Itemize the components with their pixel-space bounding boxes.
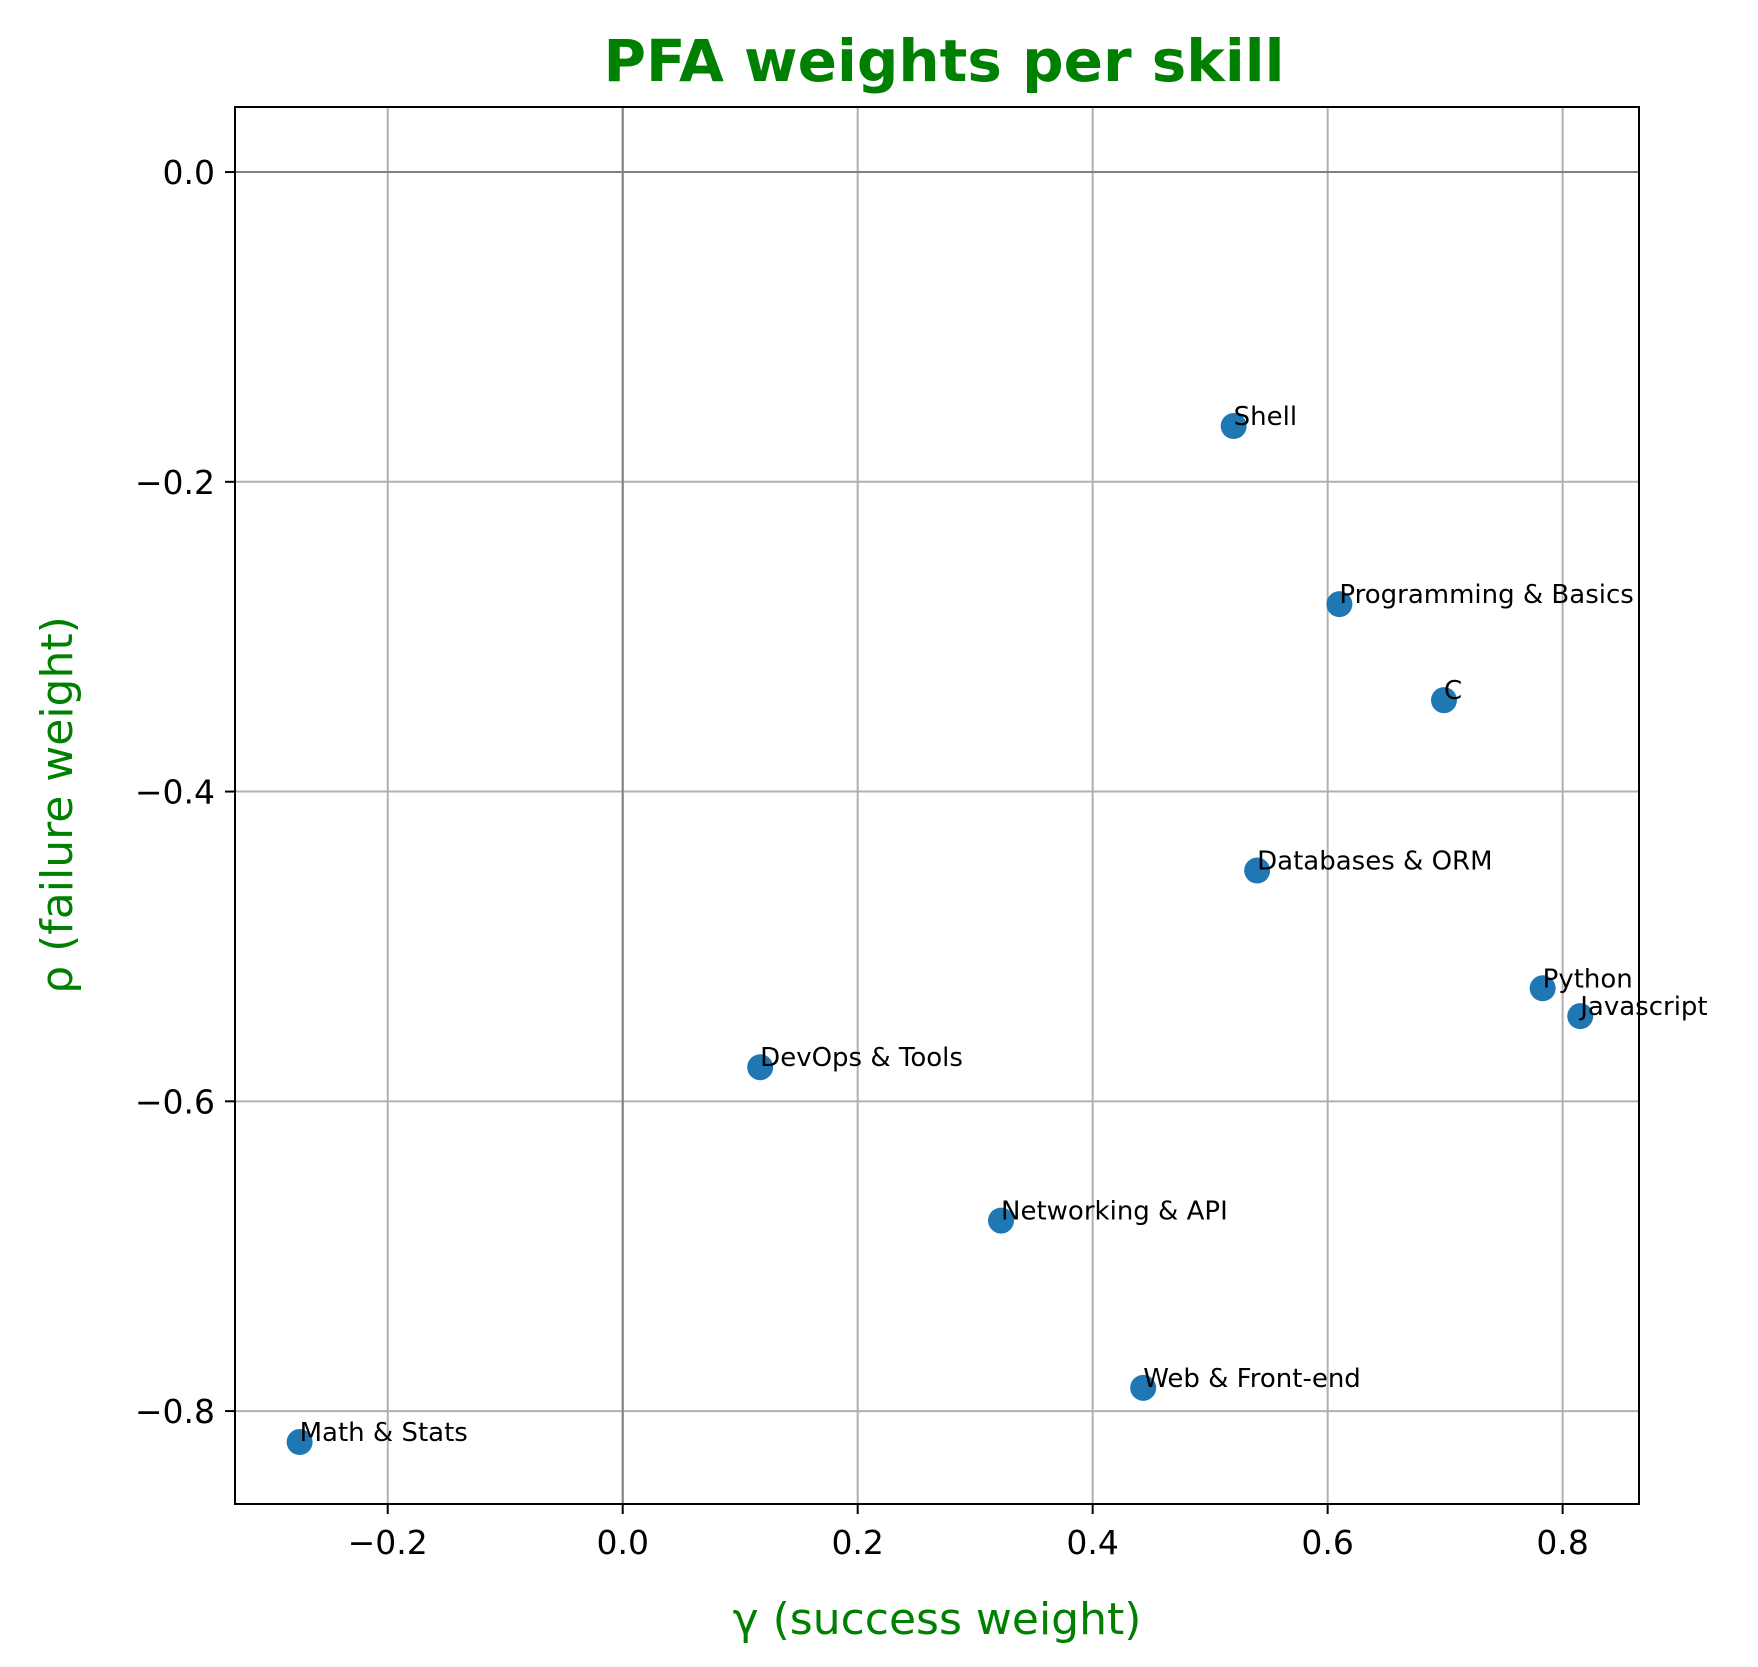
data-point — [747, 1054, 774, 1081]
data-point — [988, 1207, 1015, 1234]
data-point-label: Networking & API — [1001, 1197, 1228, 1227]
y-axis-label: ρ (failure weight) — [32, 616, 83, 994]
data-point-label: Web & Front-end — [1143, 1364, 1361, 1394]
data-point — [286, 1429, 313, 1456]
ticks-layer: −0.2 0.0 0.2 0.4 0.6 0.8 0.0 −0.2 −0.4 −0.6 −0.8 — [135, 153, 1589, 1562]
y-tick-label: −0.2 — [135, 463, 215, 502]
chart-title: PFA weights per skill — [604, 27, 1285, 95]
y-tick-label: 0.0 — [163, 153, 215, 192]
data-point — [1567, 1003, 1594, 1030]
y-tick-label: −0.6 — [135, 1082, 215, 1121]
x-tick-label: 0.8 — [1536, 1523, 1588, 1562]
data-point — [1529, 975, 1556, 1002]
x-tick-label: 0.0 — [596, 1523, 648, 1562]
data-point — [1220, 413, 1247, 440]
data-point-label: Javascript — [1578, 992, 1707, 1022]
plot-frame — [234, 106, 1640, 1505]
data-point-label: Python — [1543, 964, 1633, 994]
y-tick-label: −0.8 — [135, 1392, 215, 1431]
data-point-label: DevOps & Tools — [760, 1043, 963, 1073]
x-tick-label: 0.4 — [1066, 1523, 1118, 1562]
data-point — [1326, 591, 1353, 618]
x-tick-label: 0.6 — [1301, 1523, 1353, 1562]
data-point — [1430, 687, 1457, 714]
x-tick-label: 0.2 — [831, 1523, 883, 1562]
data-point — [1130, 1374, 1157, 1401]
data-point-label: C — [1444, 676, 1462, 706]
x-axis-label: γ (success weight) — [733, 1594, 1142, 1645]
data-point-label: Programming & Basics — [1339, 580, 1633, 610]
data-point — [1244, 857, 1271, 884]
y-tick-label: −0.4 — [135, 773, 215, 812]
data-point-label: Shell — [1234, 402, 1297, 432]
x-tick-label: −0.2 — [348, 1523, 428, 1562]
points-layer: Shell Programming & Basics C Databases & OR… — [286, 402, 1708, 1456]
zero-lines — [235, 107, 1639, 1504]
data-point-label: Math & Stats — [300, 1418, 468, 1448]
data-point-label: Databases & ORM — [1257, 847, 1492, 877]
